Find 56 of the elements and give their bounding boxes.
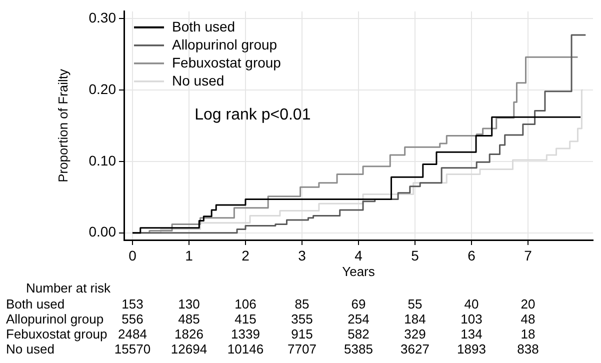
annotation: Log rank p<0.01 [194, 106, 311, 124]
text: 254 [348, 312, 370, 327]
x-tick-label: 4 [354, 247, 363, 264]
text: 15570 [114, 342, 151, 357]
text: 3627 [400, 342, 430, 357]
x-tick-label: 1 [185, 247, 194, 264]
text: 18 [520, 326, 536, 342]
text: 582 [348, 326, 370, 342]
text: 184 [404, 312, 426, 327]
x-tick-label: 7 [524, 247, 532, 264]
text: 7707 [288, 342, 316, 357]
y-tick-label: 0.10 [88, 152, 116, 168]
text: 69 [351, 296, 366, 312]
y-tick-label: 0.00 [88, 224, 116, 240]
text: 838 [517, 342, 539, 357]
text: 415 [234, 312, 256, 327]
text: 134 [460, 326, 482, 342]
text: 106 [234, 296, 256, 312]
y-tick-label: 0.30 [88, 9, 116, 26]
y-tick-label: 0.20 [88, 80, 116, 97]
text: 55 [408, 296, 422, 312]
x-tick-label: 6 [468, 247, 476, 264]
text: No used [6, 342, 54, 357]
text: 40 [464, 296, 479, 312]
text: 5385 [344, 342, 373, 357]
text: Number at risk [26, 280, 112, 296]
text: 48 [520, 312, 536, 327]
text: 1339 [231, 326, 260, 342]
text: 355 [291, 312, 313, 327]
text: 130 [178, 296, 200, 312]
x-tick-label: 2 [242, 247, 250, 264]
x-axis-title: Years [342, 264, 376, 279]
text: 10146 [227, 342, 264, 357]
x-tick-label: 0 [128, 247, 137, 264]
legend-label: Allopurinol group [172, 36, 278, 52]
text: 1826 [174, 326, 204, 342]
text: 485 [178, 312, 200, 327]
text: 2484 [118, 326, 147, 342]
legend-label: Febuxostat group [172, 54, 282, 70]
text: Febuxostat group [6, 326, 108, 342]
text: Both used [6, 296, 65, 312]
text: 329 [404, 326, 426, 342]
text: 1893 [457, 342, 486, 357]
legend-label: Both used [172, 18, 236, 34]
x-tick-label: 3 [298, 247, 306, 264]
text: 20 [520, 296, 536, 312]
x-tick-label: 5 [411, 247, 420, 264]
text: 153 [122, 296, 144, 312]
text: 556 [122, 312, 144, 327]
text: 915 [291, 326, 313, 342]
legend-label: No used [172, 72, 224, 88]
text: 12694 [170, 342, 208, 357]
text: Allopurinol group [6, 312, 104, 327]
y-axis-title: Proportion of Frailty [55, 68, 70, 182]
text: 103 [460, 312, 482, 327]
text: 85 [294, 296, 310, 312]
